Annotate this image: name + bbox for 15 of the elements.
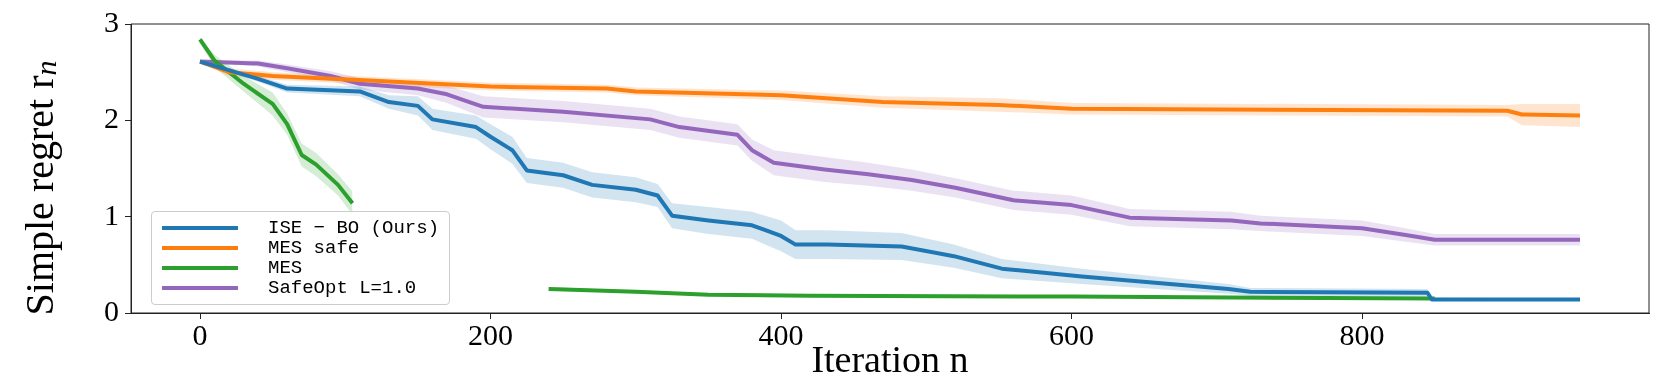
y-tick-label: 3 [104, 4, 119, 38]
legend-label: ISE − BO (Ours) [268, 217, 440, 239]
y-axis-title: Simple regret rn [16, 60, 62, 316]
x-tick-label: 0 [192, 317, 208, 351]
y-tick-label: 1 [104, 197, 119, 231]
legend-label: MES safe [268, 237, 360, 259]
y-tick-label: 2 [104, 101, 119, 135]
y-tick-label: 0 [104, 293, 119, 327]
legend-label: SafeOpt L=1.0 [268, 277, 417, 299]
x-tick-label: 600 [1049, 317, 1095, 351]
x-axis-title: Iteration n [811, 338, 969, 376]
x-tick-label: 200 [468, 317, 514, 351]
x-tick-label: 800 [1339, 317, 1385, 351]
x-tick-label: 400 [758, 317, 804, 351]
legend-label: MES [268, 257, 303, 279]
